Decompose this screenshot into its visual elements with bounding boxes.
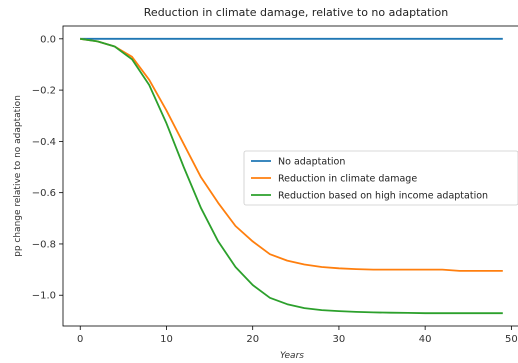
x-axis-title: Years <box>280 351 304 361</box>
x-tick-label: 30 <box>333 334 346 345</box>
legend-label-1: No adaptation <box>278 157 345 168</box>
y-tick-label: −1.0 <box>32 291 56 302</box>
x-axis: 0 10 20 30 40 50 <box>77 326 518 345</box>
y-tick-label: −0.8 <box>32 239 56 250</box>
legend-label-3: Reduction based on high income adaptatio… <box>278 191 488 202</box>
y-tick-label: 0.0 <box>40 34 56 45</box>
x-tick-label: 10 <box>160 334 173 345</box>
y-tick-label: −0.6 <box>32 188 56 199</box>
y-axis-title: pp change relative to no adaptation <box>13 95 23 257</box>
y-tick-label: −0.2 <box>32 86 56 97</box>
x-tick-label: 40 <box>419 334 432 345</box>
legend: No adaptation Reduction in climate damage… <box>244 151 518 205</box>
x-tick-label: 20 <box>246 334 259 345</box>
y-tick-label: −0.4 <box>32 137 56 148</box>
x-tick-label: 50 <box>505 334 518 345</box>
x-tick-label: 0 <box>77 334 83 345</box>
legend-label-2: Reduction in climate damage <box>278 174 417 185</box>
chart-title: Reduction in climate damage, relative to… <box>144 6 448 19</box>
y-axis: 0.0 −0.2 −0.4 −0.6 −0.8 −1.0 <box>32 34 63 301</box>
